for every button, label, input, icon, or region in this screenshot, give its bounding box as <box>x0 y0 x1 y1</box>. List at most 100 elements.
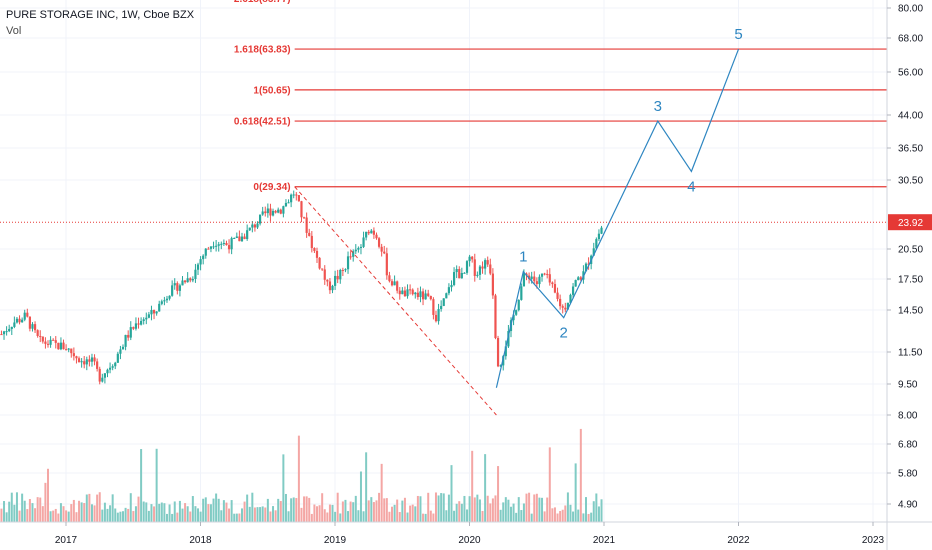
grid-layer <box>0 0 887 522</box>
candle-body <box>222 242 225 244</box>
volume-bar <box>512 503 515 522</box>
volume-bar <box>517 497 520 522</box>
volume-bar <box>437 495 440 522</box>
candle-body <box>287 202 290 204</box>
candle-body <box>202 255 205 260</box>
volume-bar <box>463 495 466 522</box>
candle-body <box>569 294 572 303</box>
candle-body <box>72 353 75 357</box>
candle-body <box>140 320 143 325</box>
volume-bar <box>13 504 16 522</box>
candle-body <box>484 260 487 269</box>
price-tick-label: 36.50 <box>898 144 923 155</box>
candle-body <box>359 246 363 248</box>
volume-bar <box>504 497 507 522</box>
candle-body <box>225 242 228 246</box>
candle-body <box>183 280 187 283</box>
candle-body <box>548 274 551 283</box>
candle-body <box>507 331 510 347</box>
candle-body <box>515 310 518 315</box>
volume-bar <box>548 447 551 522</box>
candle-body <box>584 263 588 272</box>
time-axis[interactable]: 2017 2018 2019 2020 2021 2022 2023 <box>0 521 932 546</box>
fib-level-label-partial: 2.618(85.77) <box>234 0 291 5</box>
candle-body <box>279 209 282 214</box>
candle-body <box>196 264 200 270</box>
candle-body <box>96 361 99 369</box>
volume-bar <box>109 505 112 522</box>
candle-body <box>253 224 257 228</box>
volume-bar <box>427 492 430 522</box>
last-price-badge: 23.92 <box>0 214 932 231</box>
volume-bar <box>52 510 55 522</box>
candle-body <box>18 318 21 323</box>
volume-bars <box>0 428 603 522</box>
volume-bar <box>90 504 93 522</box>
volume-bar <box>129 493 132 522</box>
chart-legend: PURE STORAGE INC, 1W, Cboe BZX Vol <box>6 7 194 39</box>
candle-body <box>362 237 365 247</box>
candle-body <box>173 283 176 286</box>
candle-body <box>553 284 557 293</box>
volume-bar <box>398 512 401 522</box>
time-tick-label: 2023 <box>862 535 885 546</box>
volume-bar <box>243 501 246 522</box>
volume-bar <box>163 503 166 522</box>
volume-bar <box>476 494 479 522</box>
volume-bar <box>344 499 347 522</box>
volume-bar <box>176 512 179 522</box>
candle-body <box>600 227 603 234</box>
candle-body <box>561 306 564 308</box>
candle-body <box>52 339 55 341</box>
candle-body <box>178 285 182 291</box>
price-tick-label: 9.50 <box>898 380 918 391</box>
candle-body <box>98 368 101 382</box>
volume-bar <box>566 492 569 522</box>
candle-body <box>406 289 409 297</box>
volume-bar <box>499 509 502 522</box>
volume-bar <box>28 499 31 522</box>
price-axis[interactable]: 80.00 68.00 56.00 44.00 36.50 30.50 20.50 17.50… <box>886 0 923 550</box>
candle-body <box>194 269 197 279</box>
price-tick-label: 6.80 <box>898 440 918 451</box>
volume-bar <box>556 513 559 522</box>
volume-bar <box>584 497 587 522</box>
volume-bar <box>440 493 443 522</box>
time-tick-label: 2022 <box>727 535 750 546</box>
volume-bar <box>36 497 39 522</box>
volume-bar <box>522 503 525 522</box>
volume-bar <box>486 495 489 522</box>
symbol-title: PURE STORAGE INC, 1W, Cboe BZX <box>6 9 195 21</box>
candle-body <box>465 261 469 273</box>
volume-bar <box>551 508 554 522</box>
candle-body <box>124 334 127 347</box>
volume-bar <box>597 506 600 522</box>
volume-bar <box>98 492 101 522</box>
volume-bar <box>352 502 355 522</box>
volume-bar <box>473 497 476 522</box>
volume-bar <box>274 510 277 522</box>
volume-bar <box>246 494 249 522</box>
candle-body <box>357 247 360 250</box>
candle-body <box>396 281 399 291</box>
candle-body <box>372 230 376 235</box>
candle-body <box>546 273 549 275</box>
candle-body <box>80 361 83 363</box>
volume-bar <box>34 508 37 522</box>
volume-bar <box>582 513 585 522</box>
candle-body <box>227 245 231 250</box>
candle-body <box>427 293 430 296</box>
volume-bar <box>468 496 471 522</box>
volume-bar <box>450 465 453 522</box>
volume-bar <box>230 500 233 522</box>
volume-bar <box>380 463 383 522</box>
candle-body <box>403 290 407 297</box>
volume-bar <box>62 506 65 522</box>
candle-body <box>204 248 207 256</box>
volume-bar <box>184 503 187 522</box>
volume-bar <box>341 501 344 522</box>
candle-body <box>59 342 63 350</box>
candle-body <box>571 286 575 295</box>
volume-bar <box>189 511 192 522</box>
